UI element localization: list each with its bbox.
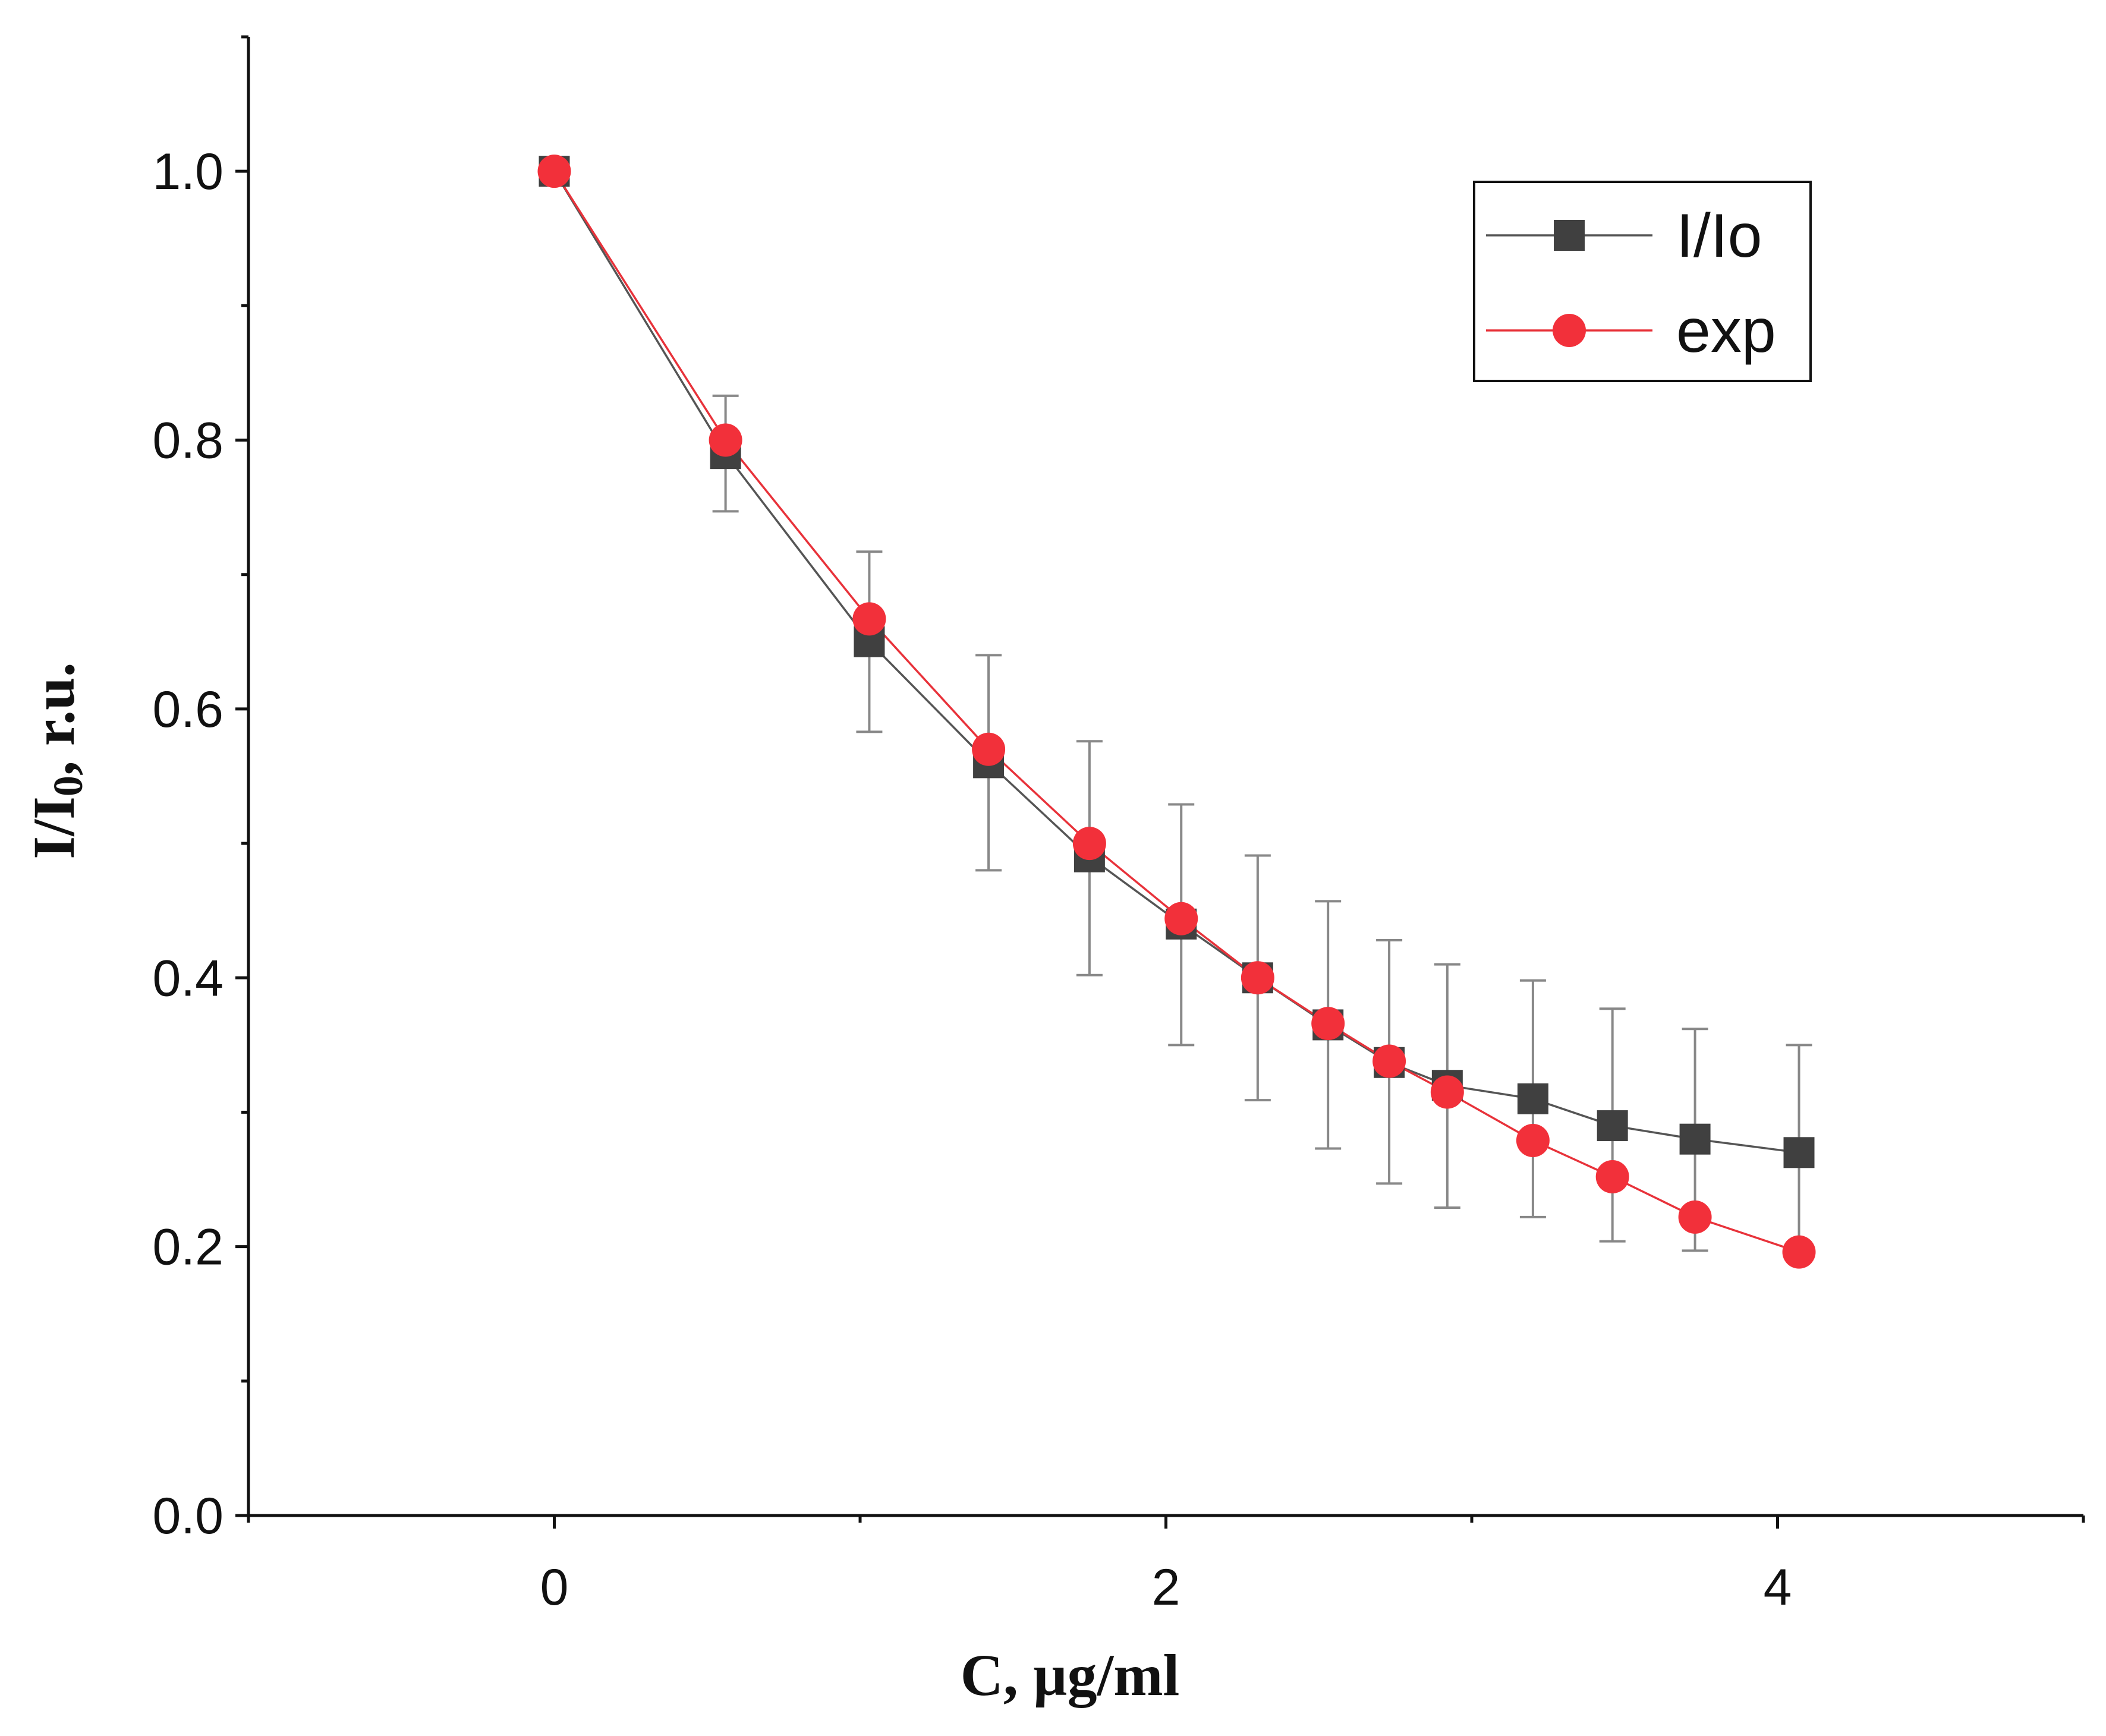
legend: I/Io exp: [1473, 181, 1812, 382]
point-circle: [1372, 1044, 1406, 1078]
y-tick-label: 0.6: [152, 681, 223, 738]
x-tick-label: 4: [1764, 1559, 1792, 1616]
point-circle: [972, 732, 1006, 766]
legend-square-marker: [1554, 220, 1585, 251]
point-square: [1783, 1137, 1815, 1168]
legend-circle-marker: [1553, 314, 1586, 347]
point-square: [1679, 1123, 1711, 1155]
y-axis-title-sub: 0: [46, 776, 92, 796]
point-circle: [1164, 902, 1198, 935]
y-tick-label: 0.2: [152, 1219, 223, 1276]
x-axis-title: C, µg/ml: [961, 1642, 1180, 1708]
point-circle: [1516, 1123, 1550, 1157]
point-square: [1517, 1083, 1548, 1114]
point-circle: [1241, 961, 1274, 995]
point-square: [1597, 1110, 1628, 1142]
x-tick-label: 0: [540, 1559, 569, 1616]
point-circle: [537, 155, 571, 188]
axes: 0.0 0.2 0.4 0.6 0.8 1.0 0 2 4: [152, 35, 2085, 1616]
y-axis-title-rest: , r.u.: [21, 662, 87, 776]
point-circle: [1311, 1007, 1345, 1041]
point-circle: [1430, 1075, 1464, 1109]
x-tick-label: 2: [1152, 1559, 1181, 1616]
point-circle: [709, 423, 742, 457]
y-axis-title: I/I0, r.u.: [21, 662, 92, 859]
y-tick-label: 1.0: [152, 143, 223, 200]
point-circle: [1072, 827, 1106, 861]
y-axis-title-main: I/I: [21, 796, 87, 859]
point-circle: [1678, 1200, 1712, 1234]
legend-label: I/Io: [1676, 201, 1762, 270]
y-tick-label: 0.4: [152, 950, 223, 1007]
y-tick-label: 0.0: [152, 1488, 223, 1545]
legend-label: exp: [1676, 297, 1776, 366]
point-circle: [852, 602, 886, 636]
legend-box: [1473, 181, 1812, 382]
y-tick-label: 0.8: [152, 412, 223, 470]
series-markers: [537, 155, 1816, 1269]
point-circle: [1595, 1160, 1629, 1194]
point-circle: [1782, 1235, 1816, 1269]
